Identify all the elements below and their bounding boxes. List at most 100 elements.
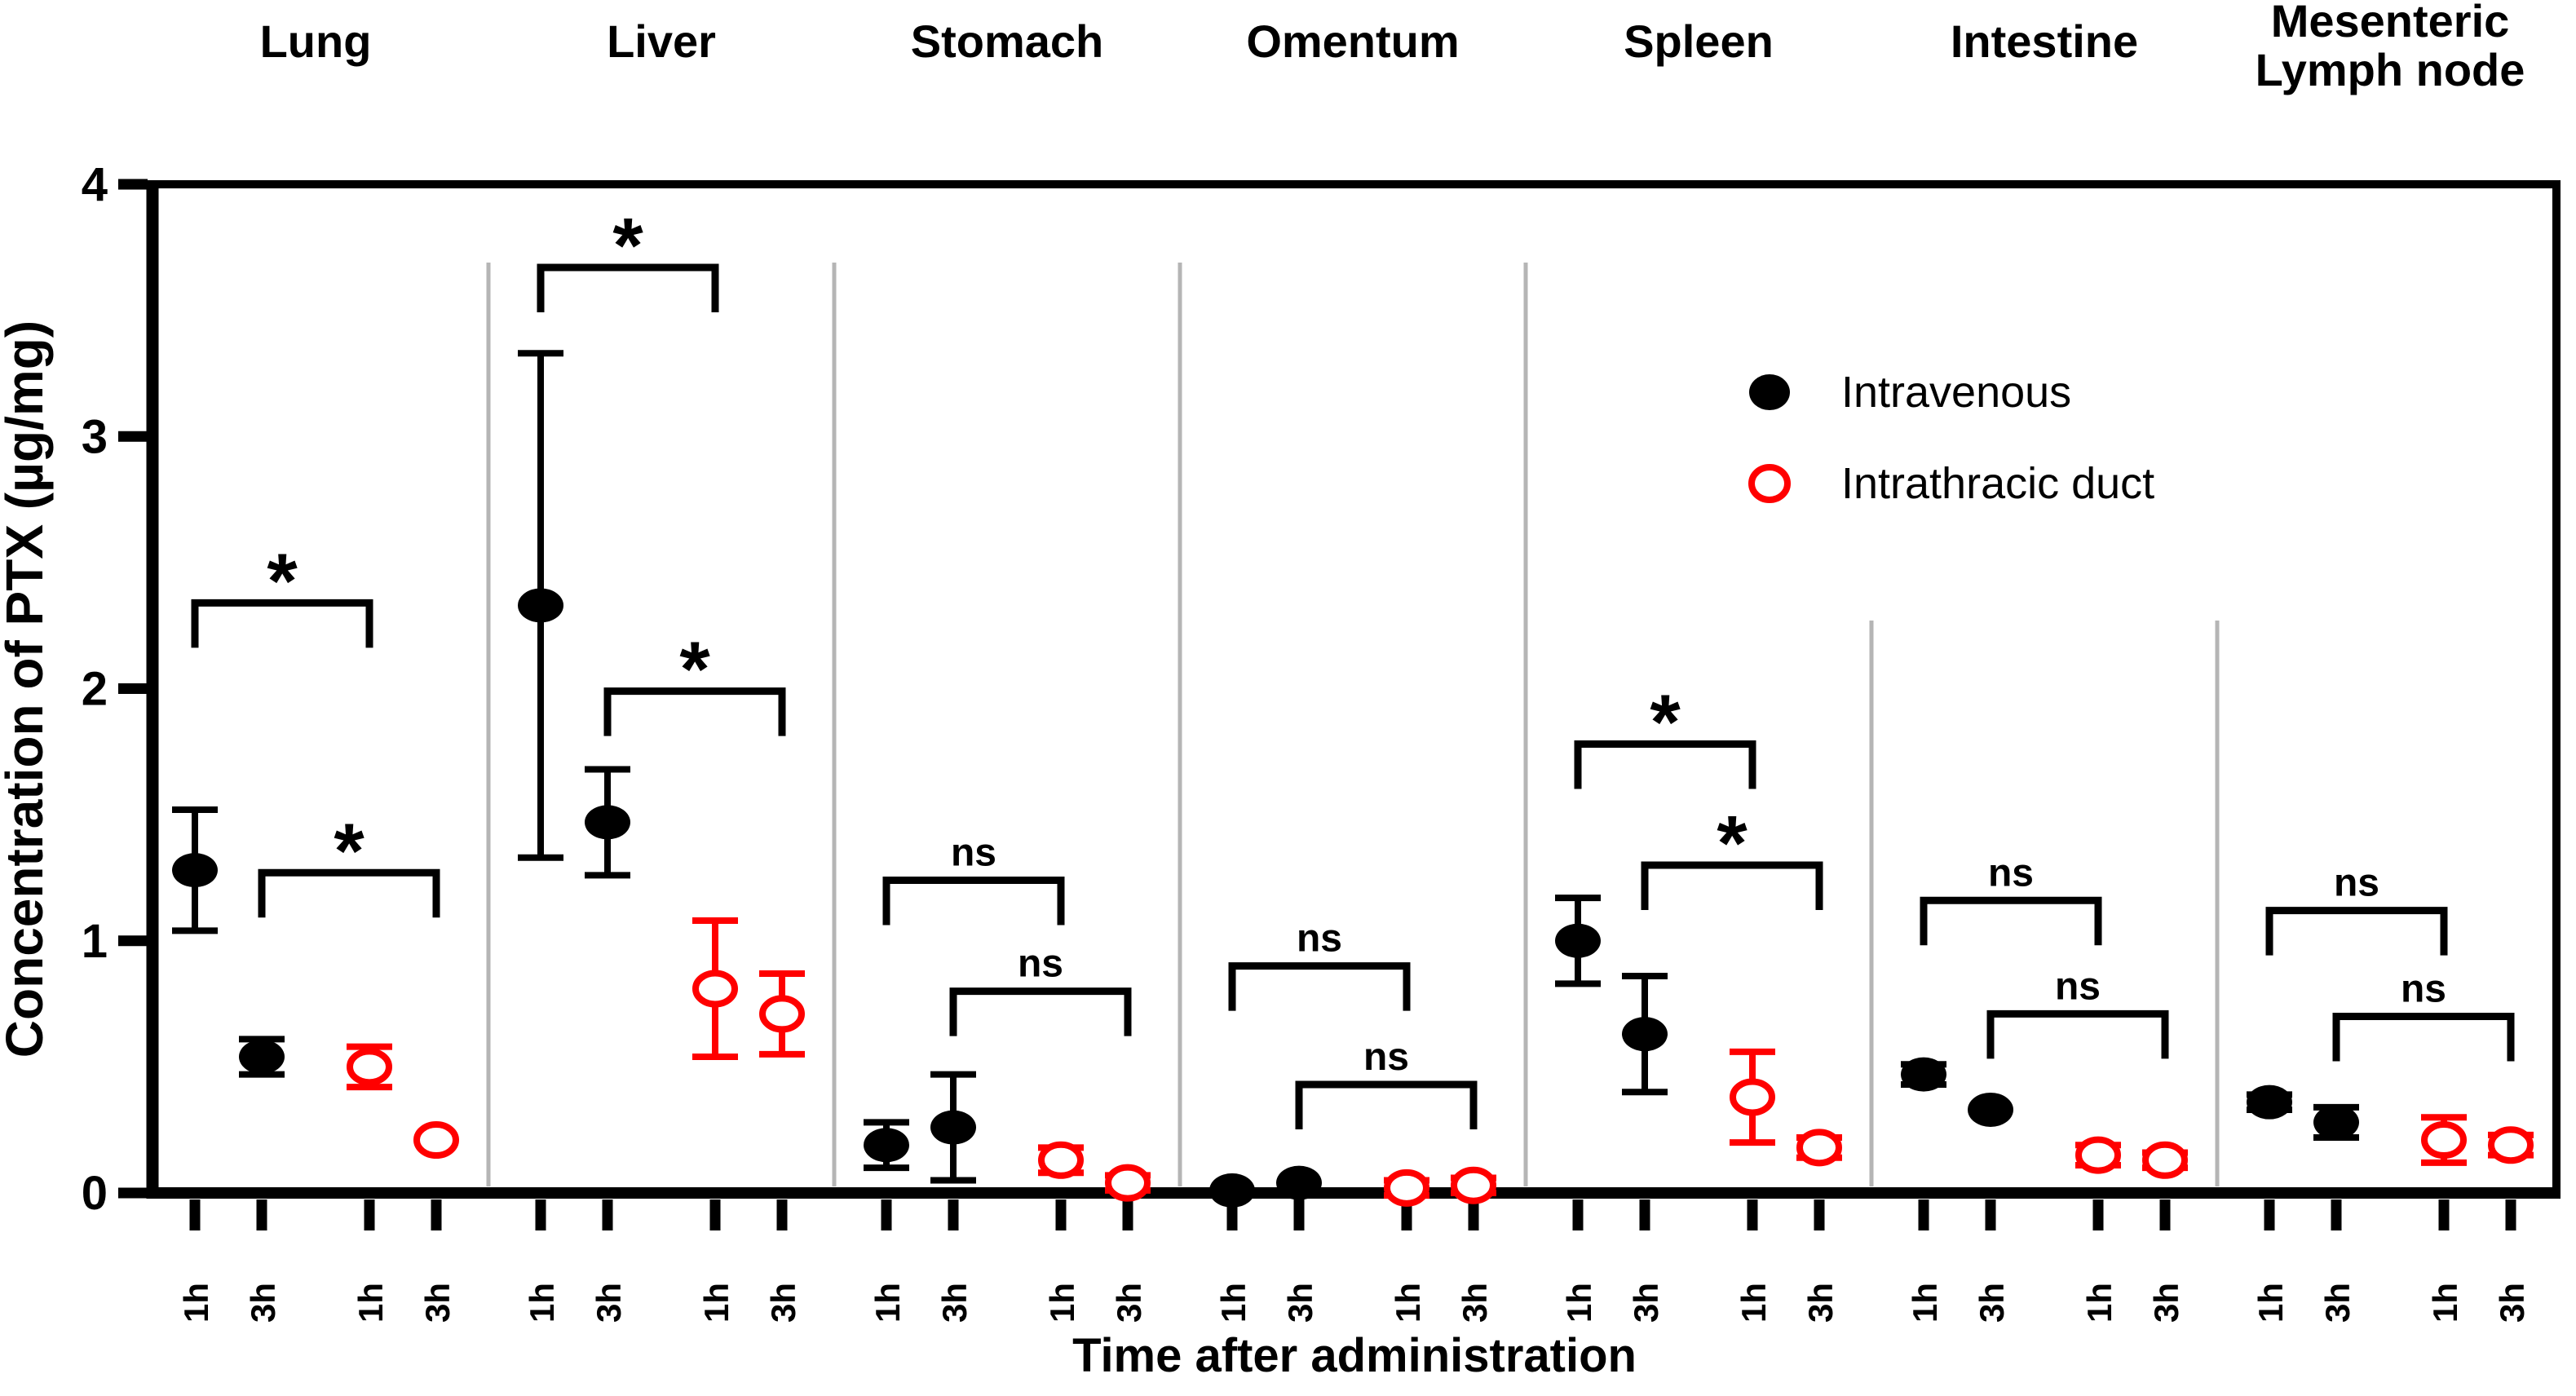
x-axis-tick-label: 3h — [1110, 1283, 1148, 1323]
data-point-marker — [1105, 1164, 1151, 1202]
organ-header: Spleen — [1624, 15, 1774, 67]
significance-bracket — [1574, 740, 1756, 789]
data-point-marker — [1038, 1141, 1084, 1179]
data-point-marker — [1555, 923, 1601, 958]
data-point-marker — [930, 1110, 976, 1145]
organ-header: Omentum — [1246, 15, 1459, 67]
significance-label: ns — [1297, 917, 1342, 961]
x-axis-tick-label: 3h — [1627, 1283, 1665, 1323]
significance-label: * — [612, 202, 643, 289]
x-axis-tick-label: 3h — [590, 1283, 628, 1323]
x-axis-tick-label: 3h — [2147, 1283, 2185, 1323]
significance-bracket — [1986, 1009, 2169, 1059]
significance-bracket — [603, 687, 786, 736]
organ-header: Liver — [607, 15, 716, 67]
data-point-marker — [413, 1121, 459, 1160]
x-axis-tick-label: 1h — [1906, 1283, 1944, 1323]
significance-bracket — [2265, 907, 2448, 956]
data-point-marker — [1901, 1057, 1946, 1092]
organ-header: Lung — [260, 15, 372, 67]
data-point-marker — [2247, 1085, 2292, 1120]
data-point-marker — [1796, 1129, 1842, 1167]
significance-bracket — [1641, 861, 1823, 910]
x-axis-tick-label: 3h — [2318, 1283, 2357, 1323]
y-axis-tick-label: 3 — [82, 410, 108, 463]
organ-header: Intestine — [1951, 15, 2138, 67]
legend-marker-intrathracic-duct — [1748, 464, 1791, 503]
x-axis-tick-label: 3h — [1281, 1283, 1319, 1323]
legend-marker-intravenous — [1749, 374, 1790, 410]
x-axis-tick-label: 3h — [1801, 1283, 1840, 1323]
data-point-marker — [1622, 1017, 1668, 1052]
data-point-marker — [759, 995, 805, 1033]
data-point-marker — [692, 970, 738, 1008]
significance-label: * — [1650, 679, 1681, 766]
x-axis-tick-label: 3h — [1456, 1283, 1494, 1323]
significance-label: * — [267, 537, 298, 625]
significance-label: ns — [2055, 965, 2101, 1008]
data-point-marker — [239, 1040, 285, 1075]
x-axis-tick-label: 1h — [697, 1283, 736, 1323]
data-point-marker — [2075, 1136, 2121, 1174]
x-axis-tick-label: 1h — [1389, 1283, 1427, 1323]
significance-label: ns — [951, 832, 996, 875]
significance-bracket — [1228, 962, 1411, 1011]
data-point-marker — [1384, 1168, 1429, 1207]
significance-label: ns — [1363, 1036, 1409, 1079]
data-point-marker — [518, 588, 563, 623]
significance-bracket — [537, 263, 719, 313]
significance-label: ns — [2334, 862, 2379, 905]
data-point-marker — [2488, 1126, 2534, 1164]
x-axis-tick-label: 1h — [1734, 1283, 1773, 1323]
significance-label: * — [679, 626, 710, 713]
significance-bracket — [882, 877, 1065, 926]
significance-bracket — [1295, 1080, 1478, 1130]
x-axis-title: Time after administration — [1072, 1329, 1637, 1382]
data-point-marker — [585, 805, 630, 840]
significance-bracket — [2332, 1013, 2515, 1062]
y-axis-title: Concentration of PTX (µg/mg) — [0, 320, 54, 1058]
data-point-marker — [1276, 1165, 1322, 1200]
x-axis-tick-label: 1h — [177, 1283, 215, 1323]
x-axis-tick-label: 1h — [868, 1283, 907, 1323]
data-point-marker — [1209, 1173, 1255, 1208]
significance-label: * — [334, 807, 365, 895]
significance-label: ns — [1018, 943, 1063, 986]
data-point-marker — [347, 1048, 392, 1086]
x-axis-tick-label: 3h — [764, 1283, 802, 1323]
significance-bracket — [1920, 896, 2102, 946]
x-axis-tick-label: 3h — [2493, 1283, 2531, 1323]
x-axis-tick-label: 1h — [1560, 1283, 1598, 1323]
x-axis-tick-label: 1h — [1214, 1283, 1253, 1323]
x-axis-tick-label: 3h — [935, 1283, 974, 1323]
x-axis-tick-label: 1h — [351, 1283, 390, 1323]
significance-bracket — [258, 868, 440, 918]
x-axis-tick-label: 1h — [2426, 1283, 2464, 1323]
x-axis-tick-label: 3h — [244, 1283, 282, 1323]
organ-header: Mesenteric — [2271, 0, 2510, 46]
legend-label: Intravenous — [1841, 368, 2071, 417]
data-point-marker — [2421, 1121, 2467, 1160]
significance-bracket — [949, 987, 1132, 1036]
y-axis-tick-label: 2 — [82, 663, 108, 716]
legend-label: Intrathracic duct — [1841, 459, 2154, 508]
x-axis-tick-label: 1h — [1043, 1283, 1081, 1323]
data-point-marker — [1730, 1078, 1775, 1116]
y-axis-tick-label: 0 — [82, 1167, 108, 1220]
data-point-marker — [172, 853, 218, 888]
x-axis-tick-label: 1h — [2080, 1283, 2119, 1323]
data-point-marker — [2313, 1105, 2359, 1140]
significance-label: ns — [1988, 851, 2034, 895]
data-point-marker — [864, 1128, 909, 1163]
data-point-marker — [1451, 1166, 1496, 1204]
organ-header: Lymph node — [2256, 44, 2525, 95]
data-point-marker — [2142, 1141, 2188, 1179]
x-axis-tick-label: 3h — [418, 1283, 457, 1323]
organ-header: Stomach — [911, 15, 1104, 67]
x-axis-tick-label: 3h — [1973, 1283, 2011, 1323]
y-axis-tick-label: 1 — [82, 915, 108, 968]
significance-bracket — [191, 599, 373, 648]
significance-label: ns — [2401, 968, 2446, 1011]
